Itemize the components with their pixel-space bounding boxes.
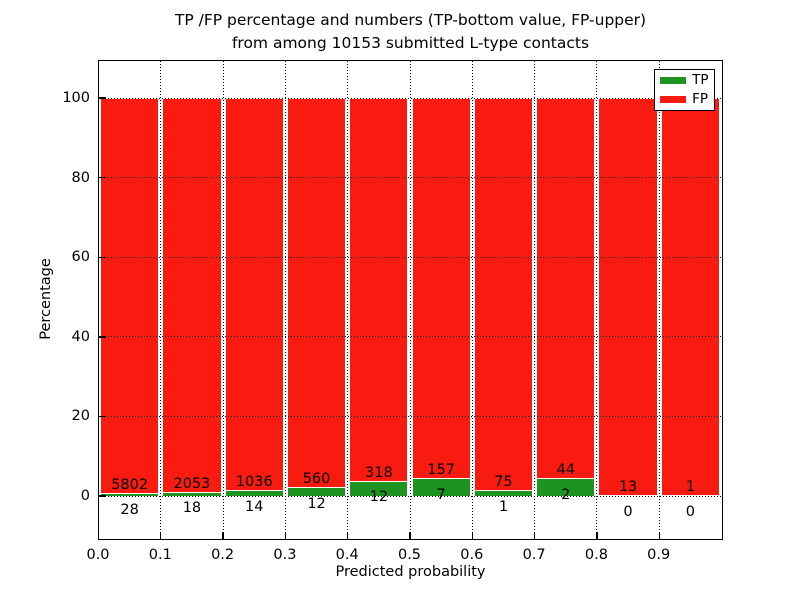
x-tick-mark [409,532,411,539]
bar-segment-fp [660,98,720,496]
v-gridline [347,61,349,539]
y-tick-mark [98,256,106,258]
y-tick-label: 0 [80,488,90,505]
bar-segment-tp [473,490,534,496]
x-tick-mark [222,532,224,539]
legend-label-fp: FP [692,91,709,107]
tp-count-label: 7 [436,486,446,503]
legend-label-tp: TP [692,72,709,88]
legend-item-fp: FP [660,91,709,107]
tp-count-label: 2 [561,486,571,503]
v-gridline [284,61,286,539]
y-tick-mark [98,97,106,99]
tp-count-label: 12 [307,495,326,512]
bar-segment-tp [536,478,596,496]
y-tick-label: 20 [71,408,90,425]
bar-segment-tp [286,487,347,496]
legend: TP FP [654,69,715,111]
tp-count-label: 1 [498,498,509,515]
x-tick-label: 0.4 [335,547,359,563]
tp-count-label: 18 [182,500,202,517]
fp-count-label: 1036 [235,473,273,490]
tp-count-label: 0 [685,503,695,520]
x-axis-label: Predicted probability [335,564,486,580]
x-tick-label: 0.6 [460,547,484,563]
x-tick-mark [596,532,598,539]
bar-segment-fp [100,98,160,495]
fp-count-label: 2053 [173,475,211,492]
fp-count-label: 560 [302,470,331,487]
v-gridline [160,61,162,539]
x-tick-label: 0.7 [522,547,546,563]
plot-area: TP FP 5802 28 2053 18 1036 14 560 12 318 12 157 7 75… [97,60,723,540]
bar-segment-tp [349,481,409,496]
bar-segment-fp [598,98,658,496]
x-tick-mark [347,532,349,539]
bar-segment-fp [473,98,534,491]
tp-count-label: 12 [369,489,389,506]
bar-segment-fp [536,98,596,479]
bar-segment-tp [162,492,222,496]
x-tick-mark [533,532,536,539]
fp-count-label: 1 [685,479,695,496]
bar-segment-tp [100,494,160,496]
y-tick-label: 80 [71,169,90,186]
v-gridline [222,61,224,539]
tp-legend-swatch-icon [660,77,687,84]
x-tick-mark [160,532,162,539]
y-tick-label: 40 [71,328,90,345]
x-tick-label: 0.3 [273,547,297,563]
fp-count-label: 75 [494,474,513,491]
tp-count-label: 0 [623,503,633,520]
bar-segment-fp [162,98,222,493]
x-tick-mark [284,532,287,539]
bar-segment-fp [349,98,409,482]
fp-legend-swatch-icon [660,96,687,103]
v-gridline [409,61,411,539]
fp-count-label: 44 [556,461,575,478]
x-tick-label: 0.1 [148,547,172,563]
x-tick-mark [658,532,660,539]
v-gridline [596,61,598,539]
fp-count-label: 5802 [111,477,149,494]
bar-segment-fp [411,98,471,479]
chart-title-line1: TP /FP percentage and numbers (TP-bottom… [174,11,647,29]
v-gridline [658,61,660,539]
v-gridline [471,61,473,539]
y-tick-mark [98,495,106,497]
chart-title-line2: from among 10153 submitted L-type contac… [231,34,590,52]
x-tick-label: 0.5 [397,547,422,563]
legend-item-tp: TP [660,72,709,88]
chart-title: TP /FP percentage and numbers (TP-bottom… [98,9,723,55]
tp-count-label: 14 [245,498,264,515]
tp-count-label: 28 [120,502,139,519]
fp-count-label: 13 [618,479,638,496]
fp-count-label: 157 [427,462,455,479]
bar-segment-fp [224,98,284,491]
y-tick-label: 100 [62,90,90,106]
y-tick-label: 60 [71,249,90,266]
v-gridline [534,61,536,539]
y-tick-mark [98,176,106,179]
bar-segment-fp [286,98,347,488]
bar-segment-tp [224,490,284,496]
x-tick-label: 0.0 [86,547,110,563]
x-tick-label: 0.2 [211,547,235,563]
fp-count-label: 318 [365,464,393,481]
bar-segment-tp [411,479,471,496]
x-tick-label: 0.8 [584,547,608,563]
x-tick-mark [471,532,473,539]
y-tick-mark [98,336,106,338]
y-tick-mark [98,415,106,418]
x-tick-label: 0.9 [647,547,671,563]
